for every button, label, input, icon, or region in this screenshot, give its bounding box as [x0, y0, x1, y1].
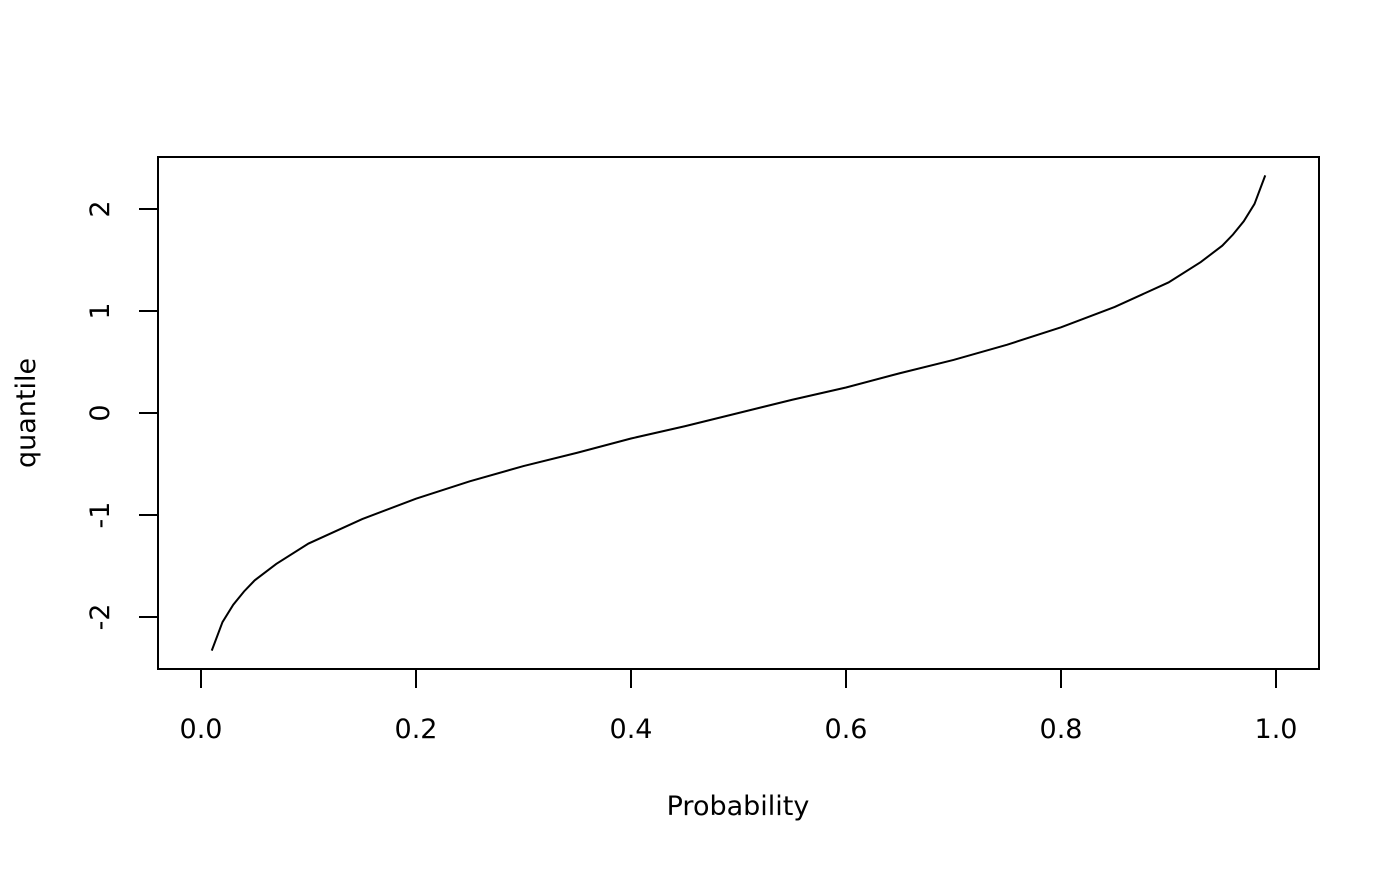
y-axis-label: quantile: [11, 358, 42, 468]
x-tick-label: 1.0: [1255, 714, 1298, 745]
x-tick-label: 0.4: [610, 714, 653, 745]
x-axis-label: Probability: [667, 791, 810, 822]
x-tick-label: 0.6: [825, 714, 868, 745]
x-tick-label: 0.0: [180, 714, 223, 745]
x-tick-label: 0.8: [1040, 714, 1083, 745]
data-line: [210, 175, 1267, 651]
y-tick-label: -1: [85, 502, 116, 529]
y-tick-label: 2: [85, 200, 116, 217]
y-tick-label: 1: [85, 302, 116, 319]
y-tick-label: -2: [85, 604, 116, 631]
x-tick-label: 0.2: [395, 714, 438, 745]
y-tick-label: 0: [85, 404, 116, 421]
